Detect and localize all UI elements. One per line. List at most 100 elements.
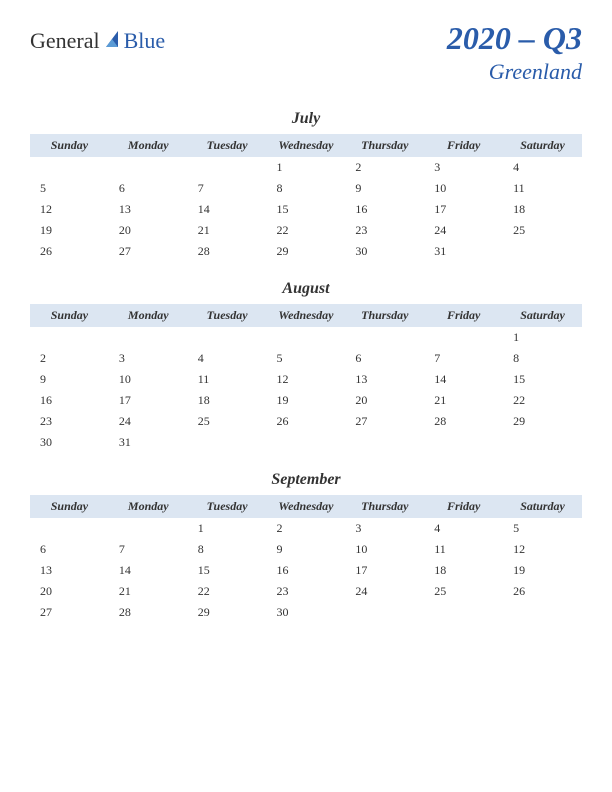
header: General Blue 2020 – Q3 Greenland: [30, 20, 582, 85]
table-row: 3031: [30, 432, 582, 453]
day-cell: 23: [267, 581, 346, 602]
day-cell: 14: [188, 199, 267, 220]
month-name: July: [30, 110, 582, 128]
table-row: 1234: [30, 157, 582, 178]
day-cell: [30, 327, 109, 348]
month-block: JulySundayMondayTuesdayWednesdayThursday…: [30, 110, 582, 262]
day-cell: [345, 602, 424, 623]
day-cell: 29: [188, 602, 267, 623]
day-header: Saturday: [503, 495, 582, 518]
day-cell: 21: [424, 390, 503, 411]
day-cell: 16: [345, 199, 424, 220]
day-cell: [30, 518, 109, 539]
day-cell: 22: [188, 581, 267, 602]
day-cell: 6: [109, 178, 188, 199]
day-cell: 11: [188, 369, 267, 390]
logo: General Blue: [30, 28, 165, 54]
day-cell: 27: [345, 411, 424, 432]
day-cell: 24: [424, 220, 503, 241]
day-cell: 29: [503, 411, 582, 432]
calendar-table: SundayMondayTuesdayWednesdayThursdayFrid…: [30, 495, 582, 623]
table-row: 27282930: [30, 602, 582, 623]
table-row: 16171819202122: [30, 390, 582, 411]
day-header: Wednesday: [267, 495, 346, 518]
day-cell: [503, 432, 582, 453]
day-cell: [109, 327, 188, 348]
day-cell: 5: [30, 178, 109, 199]
day-cell: 24: [109, 411, 188, 432]
day-cell: 13: [30, 560, 109, 581]
day-cell: 3: [424, 157, 503, 178]
day-cell: [267, 432, 346, 453]
day-cell: 22: [267, 220, 346, 241]
day-cell: 8: [503, 348, 582, 369]
day-cell: [503, 602, 582, 623]
day-cell: 31: [109, 432, 188, 453]
day-cell: 17: [345, 560, 424, 581]
day-header: Sunday: [30, 304, 109, 327]
day-header: Sunday: [30, 134, 109, 157]
day-cell: 23: [345, 220, 424, 241]
month-block: AugustSundayMondayTuesdayWednesdayThursd…: [30, 280, 582, 453]
day-header: Monday: [109, 495, 188, 518]
day-cell: 15: [267, 199, 346, 220]
day-header: Tuesday: [188, 134, 267, 157]
day-cell: 3: [345, 518, 424, 539]
day-header: Saturday: [503, 304, 582, 327]
day-cell: 7: [188, 178, 267, 199]
day-cell: 27: [30, 602, 109, 623]
day-cell: 15: [503, 369, 582, 390]
day-cell: 12: [30, 199, 109, 220]
day-cell: 20: [109, 220, 188, 241]
day-cell: 9: [345, 178, 424, 199]
day-cell: 5: [503, 518, 582, 539]
day-cell: 17: [424, 199, 503, 220]
day-header: Thursday: [345, 304, 424, 327]
day-cell: [30, 157, 109, 178]
day-cell: 6: [30, 539, 109, 560]
day-cell: [109, 518, 188, 539]
table-row: 1: [30, 327, 582, 348]
day-cell: 9: [267, 539, 346, 560]
table-row: 23242526272829: [30, 411, 582, 432]
day-cell: 7: [109, 539, 188, 560]
day-cell: 30: [30, 432, 109, 453]
day-cell: 10: [345, 539, 424, 560]
day-cell: 1: [188, 518, 267, 539]
title-block: 2020 – Q3 Greenland: [447, 20, 582, 85]
logo-text-general: General: [30, 28, 100, 54]
table-row: 13141516171819: [30, 560, 582, 581]
day-cell: 26: [503, 581, 582, 602]
calendar-table: SundayMondayTuesdayWednesdayThursdayFrid…: [30, 304, 582, 453]
day-cell: [188, 327, 267, 348]
day-cell: 5: [267, 348, 346, 369]
day-cell: 27: [109, 241, 188, 262]
day-header: Thursday: [345, 134, 424, 157]
day-cell: 30: [345, 241, 424, 262]
day-cell: 24: [345, 581, 424, 602]
day-cell: 6: [345, 348, 424, 369]
day-cell: 14: [109, 560, 188, 581]
day-cell: 7: [424, 348, 503, 369]
table-row: 262728293031: [30, 241, 582, 262]
day-cell: 10: [424, 178, 503, 199]
day-header: Monday: [109, 304, 188, 327]
day-cell: [188, 432, 267, 453]
day-cell: 18: [503, 199, 582, 220]
day-cell: [424, 432, 503, 453]
table-row: 20212223242526: [30, 581, 582, 602]
day-cell: 16: [30, 390, 109, 411]
day-cell: 11: [424, 539, 503, 560]
day-cell: 2: [345, 157, 424, 178]
day-cell: 19: [267, 390, 346, 411]
day-header: Saturday: [503, 134, 582, 157]
day-cell: [345, 432, 424, 453]
table-row: 12345: [30, 518, 582, 539]
day-cell: 13: [109, 199, 188, 220]
day-cell: 11: [503, 178, 582, 199]
day-header: Friday: [424, 134, 503, 157]
day-cell: 23: [30, 411, 109, 432]
day-cell: 4: [503, 157, 582, 178]
day-header: Wednesday: [267, 304, 346, 327]
day-cell: 8: [267, 178, 346, 199]
